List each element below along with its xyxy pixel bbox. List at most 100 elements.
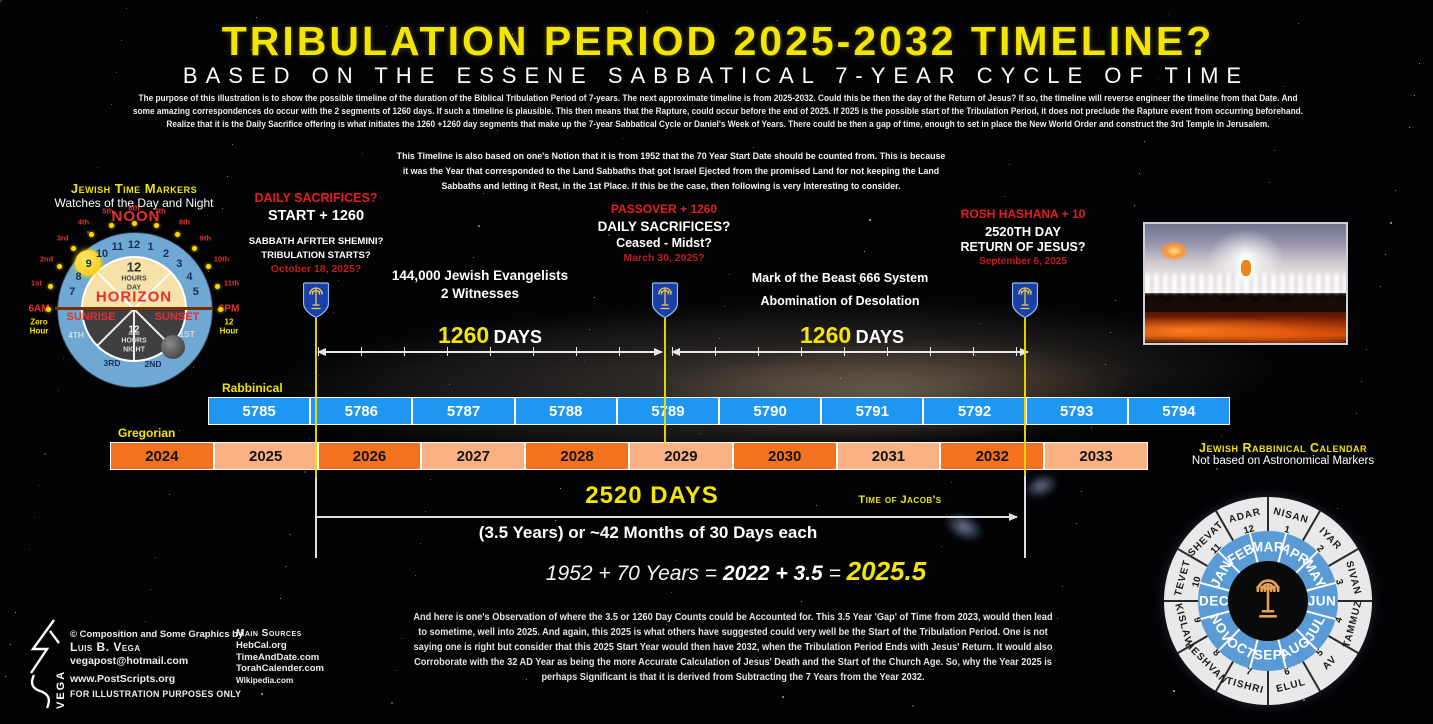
clock-subheading: Watches of the Day and Night: [54, 196, 214, 210]
witnesses-label: 144,000 Jewish Evangelists: [391, 268, 569, 283]
clock-heading: Jewish Time Markers: [70, 181, 198, 196]
segment2-days-label: 1260 DAYS: [800, 322, 904, 349]
event2-line: Ceased - Midst?: [616, 236, 712, 250]
event3-date: September 6, 2025: [979, 256, 1067, 267]
israel-emblem-icon: [302, 282, 330, 319]
six-pm-label: 6PM: [218, 303, 240, 315]
timeline-marker-line: [664, 318, 666, 444]
event1-line: TRIBULATION STARTS?: [261, 250, 371, 261]
total-span-arrow: [317, 513, 1018, 521]
event2-heading: PASSOVER + 1260: [610, 202, 718, 216]
wheel-gregorian-month-label: MAR: [1251, 539, 1285, 555]
page-title: TRIBULATION PERIOD 2025-2032 TIMELINE?: [221, 18, 1215, 64]
formula-equals: =: [822, 562, 847, 585]
clock-hour-number: 7: [69, 286, 76, 299]
day-hours-label: HOURS: [121, 275, 147, 283]
sunset-label: SUNSET: [154, 311, 200, 323]
gregorian-year-cell: 2025: [214, 443, 317, 469]
segment1-days-value: 1260: [438, 322, 490, 348]
rabbinical-year-cell: 5785: [209, 398, 310, 424]
gregorian-year-cell: 2024: [111, 443, 213, 469]
rabbinical-year-cell: 5787: [413, 398, 514, 424]
noon-label: NOON: [111, 208, 161, 225]
clock-hour-number: 4: [186, 271, 193, 283]
clock-hour-mark: 2nd: [39, 254, 54, 263]
day-hours-12: 12: [126, 259, 142, 275]
source-item: TimeAndDate.com: [236, 651, 320, 663]
total-span-right-bar: [1024, 476, 1026, 558]
segment1-days-label: 1260 DAYS: [438, 322, 542, 349]
sun-dot-icon: [45, 306, 51, 312]
months-note-label: (3.5 Years) or ~42 Months of 30 Days eac…: [478, 523, 818, 542]
formula-lead: 1952 + 70 Years =: [545, 562, 723, 585]
vega-logo-text: VEGA: [55, 670, 67, 709]
painting-lava: [1145, 312, 1346, 343]
night-hours-12: 12: [128, 324, 140, 336]
wheel-gregorian-month-label: JUN: [1307, 593, 1337, 609]
wheel-subheading: Not based on Astronomical Markers: [1191, 455, 1375, 467]
total-days-label: 2520 DAYS: [585, 482, 719, 509]
sun-dot-icon: [205, 263, 211, 269]
beast-system-label: Mark of the Beast 666 System: [751, 271, 929, 285]
intro-paragraph-line: The purpose of this illustration is to s…: [138, 93, 1298, 103]
event3-heading: ROSH HASHANA + 10: [960, 207, 1086, 221]
sun-dot-icon: [192, 245, 198, 251]
source-item: HebCal.org: [236, 640, 287, 651]
wheel-center: [1228, 561, 1308, 641]
event3-line: 2520TH DAY: [984, 224, 1062, 239]
rabbinical-year-cell: 5790: [720, 398, 821, 424]
zero-hour-label: Zero: [30, 317, 48, 327]
clock-hour-mark: 7th: [154, 206, 166, 216]
clock-hour-number: 3: [176, 257, 183, 270]
painting-rider: [1241, 259, 1252, 276]
abomination-label: Abomination of Desolation: [760, 294, 920, 308]
segment1-arrow: [317, 347, 663, 356]
horizon-line: [55, 307, 213, 310]
clock-hour-mark: 9th: [199, 233, 212, 243]
sun-dot-icon: [217, 306, 223, 312]
event2-date: March 30, 2025?: [623, 252, 705, 264]
night-word-label: NIGHT: [123, 346, 145, 354]
segment2-days-value: 1260: [800, 322, 852, 348]
clock-hour-number: 8: [75, 271, 82, 283]
time-of-jacobs-label: Time of Jacob's: [858, 494, 942, 506]
sun-dot-icon: [88, 232, 94, 238]
clock-hour-number: 10: [95, 247, 109, 260]
clock-hour-mark: 6th: [128, 203, 140, 213]
clock-hour-mark: 11th: [224, 278, 240, 288]
wheel-heading: Jewish Rabbinical Calendar: [1199, 441, 1367, 455]
rabbinical-year-row: 5785 5786 5787 5788 5789 5790 5791 5792 5793 5794: [208, 397, 1230, 425]
wheel-gregorian-month-label: SEP: [1253, 647, 1283, 663]
sources-list: HebCal.org TimeAndDate.com TorahCalender.c…: [236, 640, 324, 686]
clock-hour-mark: 1st: [31, 278, 42, 288]
observation-line: saying one is right but consider that th…: [413, 642, 1053, 653]
clock-face-widget: NOON 12 HOURS DAY HORIZON SUNRISE SUNSET…: [19, 194, 249, 424]
source-item: TorahCalender.com: [236, 663, 324, 674]
sun-dot-icon: [153, 223, 159, 229]
gregorian-year-cell: 2030: [733, 443, 836, 469]
wheel-spoke: [1338, 600, 1372, 602]
sun-dot-icon: [214, 284, 220, 290]
total-span-left-bar: [315, 478, 317, 558]
timeline-marker-line: [315, 318, 317, 480]
sun-dot-icon: [109, 223, 115, 229]
observation-line: perhaps Significant is that it is derive…: [541, 672, 925, 683]
witnesses-label: 2 Witnesses: [441, 286, 519, 301]
formula-result: 2025.5: [846, 556, 927, 586]
gregorian-year-cell: 2032: [941, 443, 1044, 469]
clock-hour-number: 1: [147, 241, 154, 254]
notion-paragraph-line: it was the Year that corresponded to the…: [402, 166, 940, 177]
observation-line: And here is one's Observation of where t…: [413, 612, 1053, 623]
zero-hour-label: Hour: [29, 326, 49, 336]
rabbinical-year-cell: 5786: [311, 398, 412, 424]
author-name: Luis B. Vega: [70, 640, 141, 654]
painting-sun: [1159, 240, 1190, 261]
clock-hour-mark: 4th: [77, 217, 90, 227]
menorah-emblem-icon: [1256, 579, 1280, 618]
gregorian-year-row: 2024 2025 2026 2027 2028 2029 2030 2031 2032 2033: [110, 442, 1148, 470]
clock-watch-label: 2ND: [144, 359, 162, 369]
gregorian-year-cell: 2027: [422, 443, 525, 469]
rabbinical-year-cell: 5793: [1026, 398, 1127, 424]
galaxy-smudge: [935, 503, 993, 551]
